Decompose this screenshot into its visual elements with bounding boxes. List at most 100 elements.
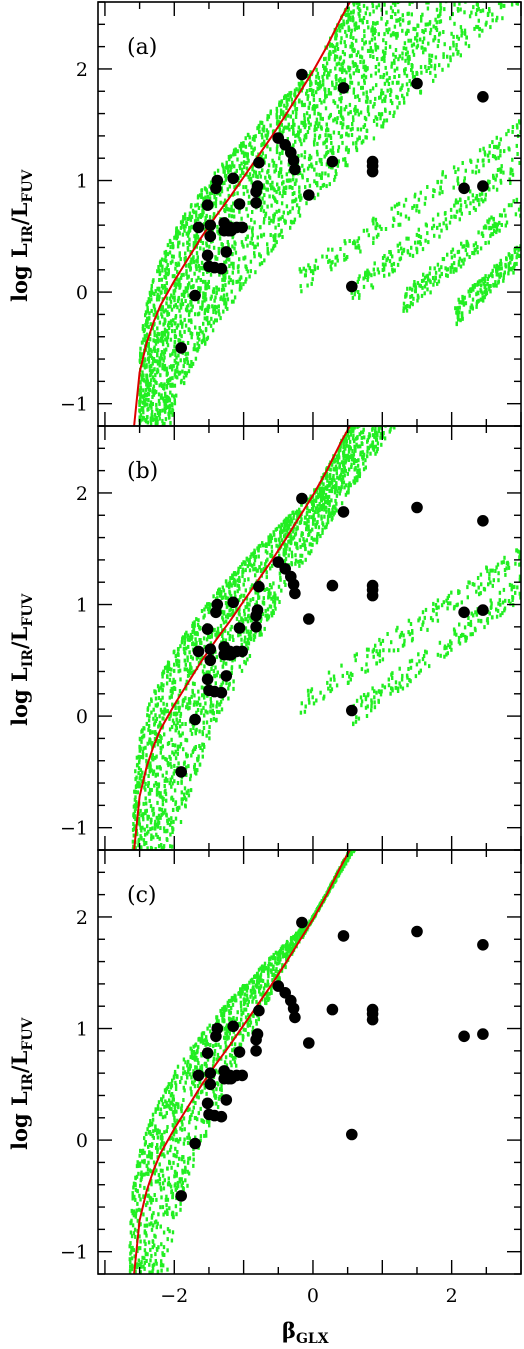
model-grid-point: [163, 402, 166, 407]
model-grid-point: [333, 177, 336, 182]
model-grid-point: [312, 516, 315, 521]
model-grid-point: [342, 445, 345, 450]
model-grid-point: [371, 32, 375, 37]
model-grid-point: [182, 375, 186, 380]
model-grid-point: [189, 773, 192, 778]
model-grid-point: [333, 86, 336, 91]
model-grid-point: [225, 595, 228, 600]
model-grid-point: [499, 178, 502, 183]
model-grid-point: [280, 523, 284, 528]
model-grid-point: [139, 808, 142, 813]
model-grid-point: [456, 200, 459, 205]
model-grid-point: [411, 253, 415, 258]
model-grid-point: [154, 847, 157, 850]
model-grid-point: [285, 522, 288, 527]
model-grid-point: [306, 178, 309, 183]
model-grid-point: [146, 402, 149, 407]
model-grid-point: [481, 191, 484, 196]
model-grid-point: [235, 607, 238, 612]
model-grid-point: [337, 452, 340, 456]
model-grid-point: [167, 663, 171, 668]
model-grid-point: [203, 316, 206, 321]
model-grid-point: [251, 167, 254, 172]
model-grid-point: [222, 595, 225, 600]
model-grid-point: [141, 394, 145, 399]
model-grid-point: [325, 525, 328, 530]
model-grid-point: [273, 532, 276, 537]
model-grid-point: [225, 583, 228, 588]
model-grid-point: [144, 787, 147, 792]
model-grid-point: [269, 147, 272, 152]
model-grid-point: [276, 144, 279, 149]
model-grid-point: [142, 410, 145, 415]
model-grid-point: [309, 269, 313, 274]
model-grid-point: [174, 335, 177, 340]
model-grid-point: [423, 201, 427, 206]
model-grid-point: [409, 301, 413, 305]
model-grid-point: [194, 312, 197, 317]
model-grid-point: [238, 166, 242, 171]
model-grid-point: [229, 613, 232, 618]
model-grid-point: [184, 352, 187, 356]
model-grid-point: [495, 227, 499, 232]
model-grid-point: [269, 233, 272, 237]
model-grid-point: [207, 610, 210, 615]
model-grid-point: [267, 168, 270, 173]
model-grid-point: [516, 152, 519, 156]
model-grid-point: [233, 164, 236, 169]
model-grid-point: [334, 255, 337, 260]
model-grid-point: [157, 398, 161, 403]
model-grid-point: [322, 482, 325, 487]
model-grid-point: [352, 63, 355, 68]
model-grid-point: [163, 829, 166, 834]
model-grid-point: [507, 263, 510, 268]
model-grid-point: [139, 773, 142, 778]
model-grid-point: [166, 271, 169, 276]
model-grid-point: [517, 247, 520, 252]
model-grid-point: [280, 588, 283, 593]
model-grid-point: [370, 283, 373, 288]
model-grid-point: [450, 214, 453, 219]
model-grid-point: [149, 378, 153, 383]
model-grid-point: [510, 2, 514, 7]
model-grid-point: [342, 456, 345, 461]
model-grid-point: [160, 812, 163, 817]
observed-point: [303, 189, 315, 201]
model-grid-point: [240, 642, 243, 647]
model-grid-point: [374, 115, 377, 120]
model-grid-point: [357, 426, 361, 428]
model-grid-point: [251, 164, 254, 169]
model-grid-point: [178, 371, 181, 376]
model-grid-point: [282, 190, 285, 195]
model-grid-point: [424, 196, 427, 201]
model-grid-point: [166, 761, 170, 766]
model-grid-point: [385, 258, 388, 263]
model-grid-point: [289, 90, 293, 95]
model-grid-point: [240, 275, 243, 280]
observed-point: [296, 68, 308, 81]
model-grid-point: [194, 237, 197, 242]
model-grid-point: [180, 640, 184, 645]
model-grid-point: [195, 640, 198, 645]
model-grid-point: [151, 753, 154, 758]
model-grid-point: [245, 641, 248, 646]
model-grid-point: [204, 340, 207, 345]
model-grid-point: [278, 120, 281, 125]
model-grid-point: [298, 563, 301, 568]
model-grid-point: [173, 295, 176, 300]
model-grid-point: [370, 73, 373, 78]
model-grid-point: [488, 150, 491, 155]
model-grid-point: [482, 146, 485, 151]
model-grid-point: [371, 49, 374, 54]
model-grid-point: [361, 455, 364, 459]
model-grid-point: [357, 290, 360, 294]
model-grid-point: [384, 46, 387, 51]
model-grid-point: [206, 710, 209, 715]
model-grid-point: [332, 118, 335, 123]
model-grid-point: [405, 308, 409, 313]
model-grid-point: [248, 177, 251, 182]
model-grid-point: [135, 763, 139, 768]
model-grid-point: [299, 138, 302, 143]
model-grid-point: [162, 826, 166, 831]
